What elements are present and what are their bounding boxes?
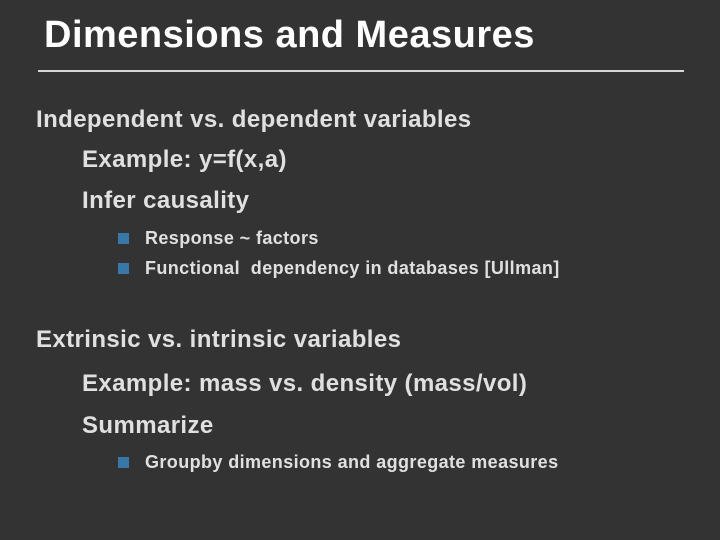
bullet-square-icon: [118, 263, 129, 274]
body-line-summarize: Summarize: [82, 412, 214, 439]
bullet-label: Groupby dimensions and aggregate measure…: [145, 452, 559, 472]
body-line-example-mass-density: Example: mass vs. density (mass/vol): [82, 370, 528, 397]
slide-title: Dimensions and Measures: [44, 14, 535, 56]
bullet-label: Response ~ factors: [145, 228, 319, 248]
body-line-infer-causality: Infer causality: [82, 187, 250, 214]
body-line-example-yfxa: Example: y=f(x,a): [82, 146, 287, 173]
bullet-line-response-factors: Response ~ factors: [118, 228, 319, 249]
body-line-independent-vs-dependent: Independent vs. dependent variables: [36, 106, 472, 133]
bullet-label: Functional dependency in databases [Ullm…: [145, 258, 560, 278]
title-underline-rule: [38, 70, 684, 72]
bullet-line-functional-dependency: Functional dependency in databases [Ullm…: [118, 258, 560, 279]
body-line-extrinsic-vs-intrinsic: Extrinsic vs. intrinsic variables: [36, 326, 402, 353]
bullet-square-icon: [118, 457, 129, 468]
bullet-line-groupby-aggregate: Groupby dimensions and aggregate measure…: [118, 452, 559, 473]
bullet-square-icon: [118, 233, 129, 244]
